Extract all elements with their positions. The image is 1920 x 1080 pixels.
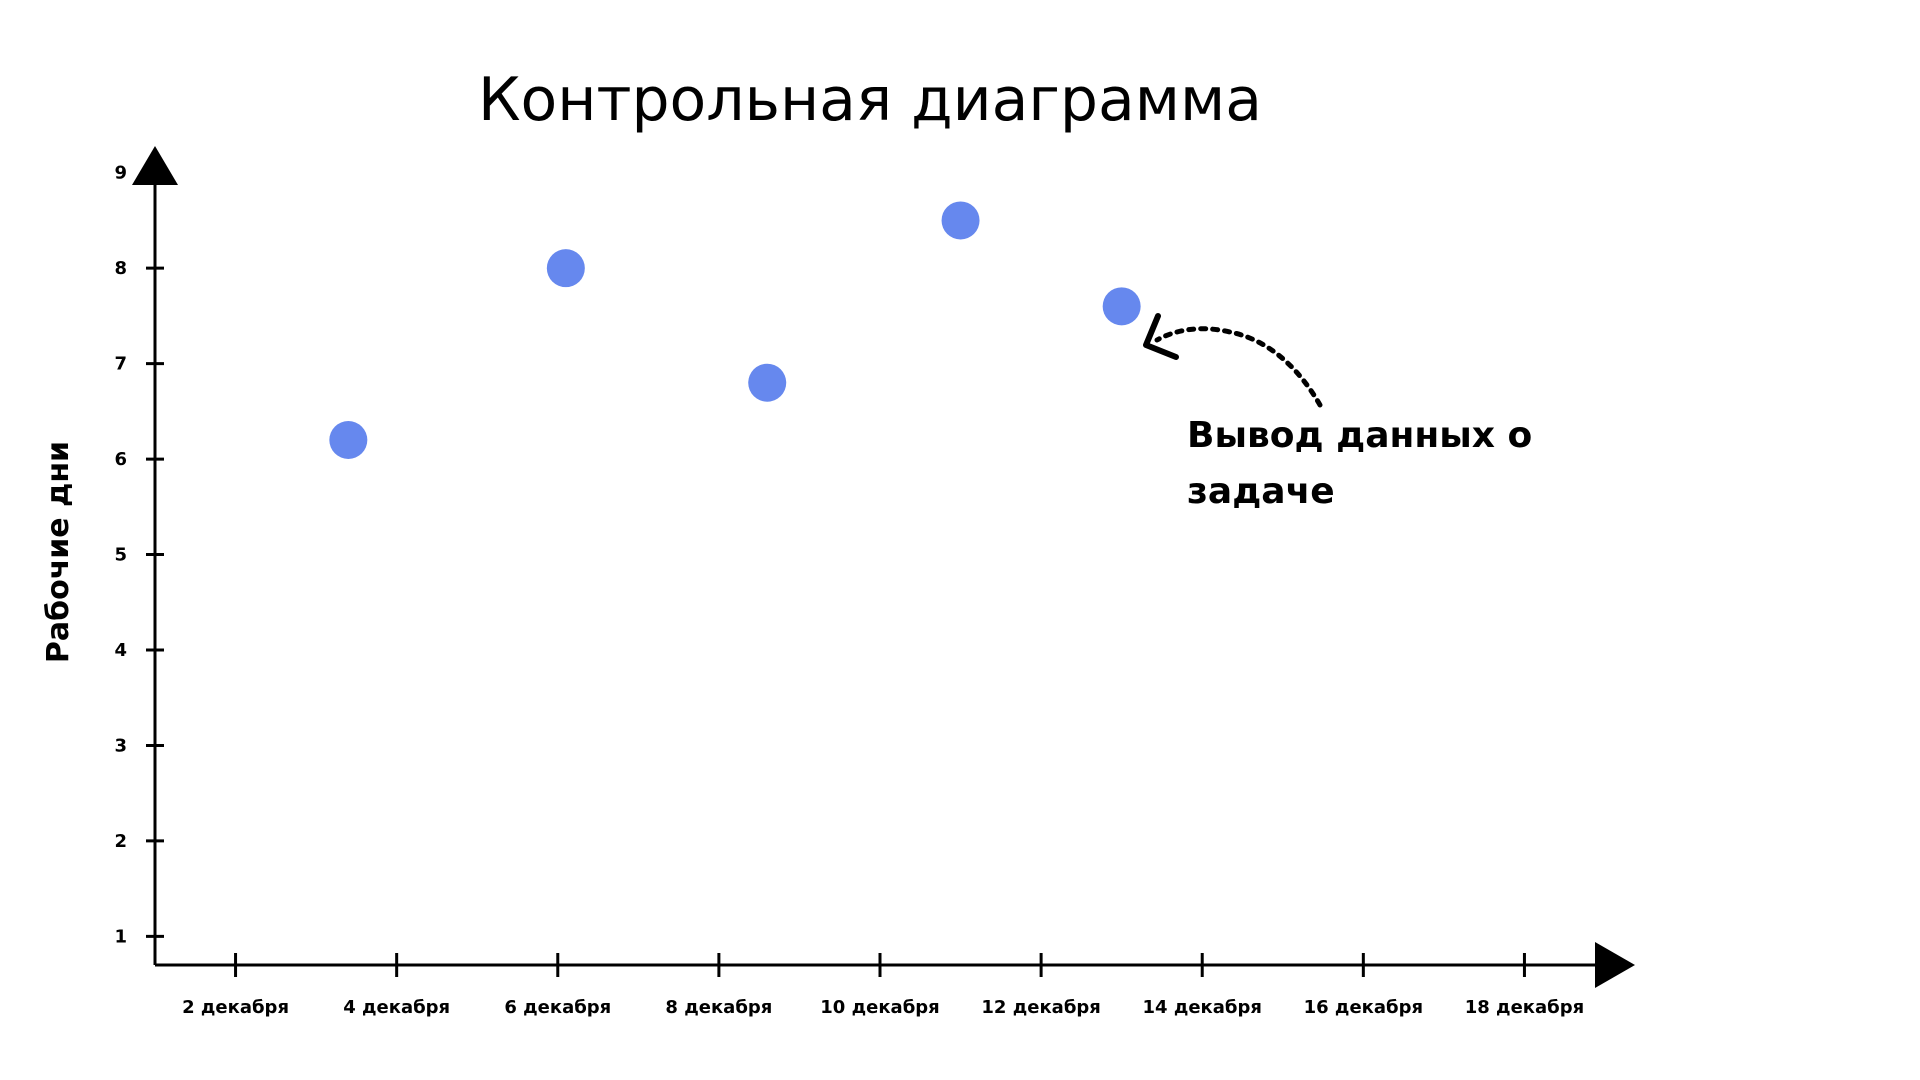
y-tick-label: 7 [114, 354, 127, 375]
y-tick-label: 8 [114, 258, 127, 279]
y-tick-label: 6 [114, 449, 127, 470]
x-tick-label: 14 декабря [1143, 997, 1262, 1018]
data-points [329, 201, 1141, 459]
data-point [1102, 287, 1141, 326]
x-axis-arrow [1595, 942, 1635, 988]
x-tick-label: 2 декабря [182, 997, 289, 1018]
axes [132, 146, 1635, 988]
data-point [329, 421, 368, 459]
x-tick-label: 12 декабря [981, 997, 1100, 1018]
y-tick-label: 5 [114, 545, 127, 566]
annotation-arrow-head [1143, 313, 1179, 360]
x-axis-ticks: 2 декабря 4 декабря 6 декабря 8 декабря 10 д… [182, 953, 1584, 1018]
y-tick-label: 9 [114, 163, 127, 184]
x-tick-label: 6 декабря [504, 997, 611, 1018]
y-tick-label: 2 [114, 831, 127, 852]
x-tick-label: 18 декабря [1465, 997, 1584, 1018]
annotation-arrow-curve [1154, 326, 1323, 408]
data-point [941, 201, 980, 240]
chart-title: Контрольная диаграмма [478, 65, 1262, 135]
y-tick-label: 1 [114, 926, 127, 947]
annotation-text-line-2: задаче [1187, 471, 1335, 512]
annotation: Вывод данных о задаче [1143, 313, 1532, 512]
x-tick-label: 10 декабря [820, 997, 939, 1018]
y-axis-ticks: 1 2 3 4 5 6 7 8 9 [114, 163, 164, 947]
y-axis-arrow [132, 146, 178, 185]
x-tick-label: 8 декабря [665, 997, 772, 1018]
y-tick-label: 4 [114, 640, 127, 661]
data-point [546, 249, 585, 288]
data-point [748, 363, 787, 402]
annotation-text-line-1: Вывод данных о [1187, 415, 1532, 456]
y-axis-label: Рабочие дни [41, 441, 76, 663]
x-tick-label: 4 декабря [343, 997, 450, 1018]
y-tick-label: 3 [114, 735, 127, 756]
x-tick-label: 16 декабря [1304, 997, 1423, 1018]
